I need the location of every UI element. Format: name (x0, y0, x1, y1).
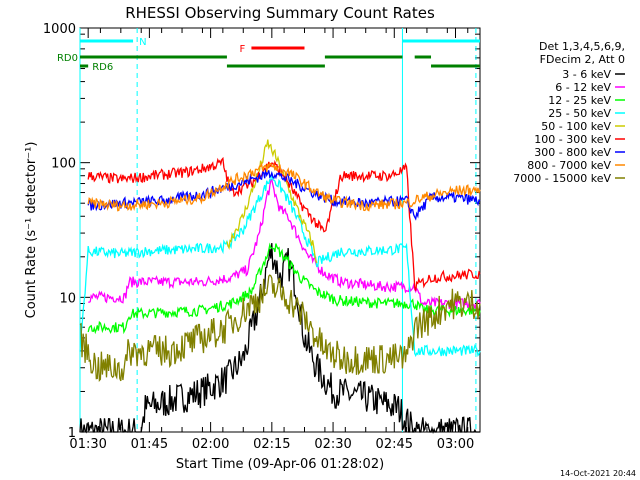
legend-entry-label: 800 - 7000 keV (527, 159, 611, 172)
flag-label-rd0: RD0 (57, 53, 78, 64)
timestamp: 14-Oct-2021 20:44 (560, 469, 636, 478)
y-axis-label: Count Rate (s⁻¹ detector⁻¹) (24, 142, 39, 319)
legend-entry-label: 7000 - 15000 keV (513, 172, 611, 185)
legend: Det 1,3,4,5,6,9,FDecim 2, Att 0 3 - 6 keV… (513, 40, 625, 185)
series-line (79, 243, 480, 435)
legend-entry-label: 25 - 50 keV (548, 107, 611, 120)
legend-entry-label: 300 - 800 keV (534, 146, 611, 159)
x-tick-label: 02:30 (314, 437, 351, 452)
y-tick-label: 1000 (43, 22, 76, 37)
y-tick-label: 10 (59, 291, 76, 306)
x-tick-label: 03:00 (437, 437, 474, 452)
tick-layer: 01:30 01:45 02:00 02:15 02:30 02:45 03:00 1 10 10… (43, 22, 480, 452)
flag-label-n: N (139, 37, 146, 48)
plot-frame (79, 27, 481, 433)
x-axis-label: Start Time (09-Apr-06 01:28:02) (176, 457, 384, 472)
flag-label-rd6: RD6 (92, 62, 113, 73)
series-line (87, 169, 481, 221)
status-flag-layer: N F RD0 RD6 (57, 37, 480, 73)
x-tick-label: 01:45 (131, 437, 168, 452)
legend-entry-label: 50 - 100 keV (541, 120, 611, 133)
series-line (79, 274, 481, 383)
legend-entry-label: 6 - 12 keV (555, 81, 611, 94)
legend-header: FDecim 2, Att 0 (540, 53, 625, 66)
marker-layer (79, 28, 477, 432)
x-tick-label: 02:45 (376, 437, 413, 452)
y-tick-label: 100 (51, 157, 76, 172)
legend-header: Det 1,3,4,5,6,9, (539, 40, 625, 53)
legend-entry-label: 100 - 300 keV (534, 133, 611, 146)
series-line (87, 242, 481, 335)
flag-label-f: F (240, 44, 246, 55)
series-layer (79, 139, 481, 435)
y-tick-label: 1 (68, 426, 76, 441)
series-line (226, 139, 318, 264)
legend-entry-label: 12 - 25 keV (548, 94, 611, 107)
x-tick-label: 01:30 (69, 437, 106, 452)
x-tick-label: 02:15 (253, 437, 290, 452)
legend-entry-label: 3 - 6 keV (562, 68, 611, 81)
chart-title: RHESSI Observing Summary Count Rates (125, 4, 435, 22)
series-line (87, 162, 481, 212)
x-tick-label: 02:00 (192, 437, 229, 452)
